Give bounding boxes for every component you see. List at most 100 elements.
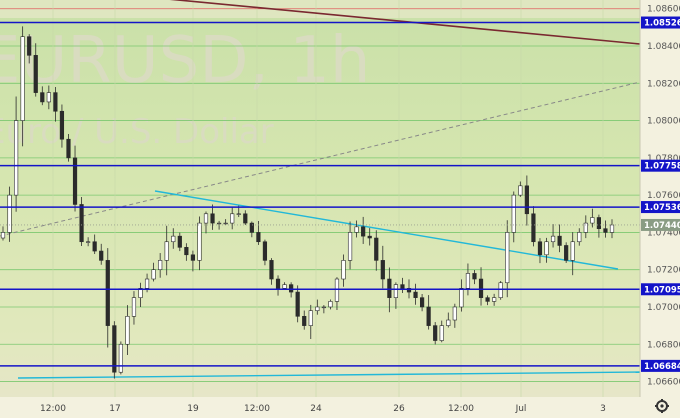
price-level-badge (641, 159, 680, 172)
time-tick-label: 12:00 (244, 404, 270, 414)
candle-body (197, 222, 202, 261)
candle-body (347, 232, 353, 261)
candle-body (40, 92, 45, 103)
candle-body (596, 217, 602, 229)
candle-body (374, 237, 379, 261)
candle-body (446, 319, 451, 326)
candle-body (577, 232, 582, 243)
candle-body (439, 325, 444, 341)
candle-body (590, 217, 595, 224)
candle-body (7, 194, 12, 233)
candle-body (144, 278, 150, 289)
candle-body (13, 120, 19, 196)
time-tick-label: 12:00 (40, 404, 66, 414)
time-tick-label: 26 (393, 404, 405, 414)
price-level-label: 1.08526 (644, 19, 680, 29)
candle-body (433, 325, 438, 341)
price-tick-label: 1.07800 (647, 154, 680, 164)
support-trendline-dashed (0, 81, 641, 237)
candle-body (583, 222, 588, 233)
price-level-label: 1.07758 (644, 162, 680, 172)
candle-body (112, 325, 117, 373)
candle-body (86, 241, 91, 243)
candle-body (282, 284, 287, 289)
candle-body (367, 235, 372, 239)
resistance-trendline (169, 0, 641, 45)
candle-body (33, 55, 38, 93)
price-level-badge (641, 201, 680, 214)
candle-body (537, 241, 543, 256)
current-price-badge (641, 218, 680, 231)
candle-body (138, 288, 143, 298)
candle-body (308, 310, 313, 326)
candlestick-series (0, 26, 615, 379)
price-level-badge (641, 283, 680, 296)
candle-body (452, 306, 457, 321)
candle-body (505, 232, 510, 284)
candle-body (557, 235, 562, 246)
candle-body (550, 235, 556, 243)
candle-body (46, 92, 51, 103)
candle-body (315, 306, 320, 312)
candle-body (256, 232, 261, 243)
candle-body (341, 260, 346, 280)
bottom-trendline (17, 371, 641, 379)
price-tick-label: 1.06800 (647, 340, 680, 350)
price-level-label: 1.07095 (644, 285, 680, 295)
plot-background (0, 0, 640, 397)
candle-body (295, 291, 300, 317)
price-tick-label: 1.07600 (647, 191, 680, 201)
candle-body (419, 297, 425, 308)
candle-body (66, 138, 71, 159)
candle-body (603, 228, 608, 233)
price-level-badge (641, 16, 680, 29)
candle-body (125, 316, 130, 345)
candle-body (72, 157, 78, 205)
candle-body (20, 36, 25, 121)
candle-body (92, 241, 97, 252)
price-level-badge (641, 359, 680, 372)
candle-body (609, 224, 615, 233)
vertical-grid (52, 0, 604, 397)
candle-body (53, 92, 58, 112)
candle-body (0, 232, 6, 239)
candle-body (492, 297, 497, 302)
price-tick-label: 1.07400 (647, 228, 680, 238)
candle-body (177, 235, 182, 248)
price-level-labels: 1.08526 1.07758 1.07536 1.07095 1.06684 1.074… (641, 16, 680, 372)
candle-body (413, 291, 418, 298)
candle-body (478, 278, 484, 298)
candle-body (230, 213, 235, 224)
candle-body (485, 297, 490, 302)
candle-body (524, 185, 529, 215)
candle-body (472, 273, 477, 280)
settings-icon[interactable] (655, 399, 669, 413)
candle-body (236, 213, 241, 215)
time-tick-label: 12:00 (448, 404, 474, 414)
candle-body (164, 241, 169, 261)
candle-body (262, 241, 268, 261)
candle-body (79, 204, 84, 243)
price-tick-label: 1.07000 (647, 303, 680, 313)
time-tick-label: 3 (600, 404, 606, 414)
price-level-label: 1.07536 (644, 203, 680, 213)
candle-body (400, 284, 405, 289)
candle-body (223, 222, 228, 225)
time-tick-label: 24 (310, 404, 322, 414)
candle-body (59, 110, 65, 140)
candle-body (511, 194, 516, 233)
price-tick-label: 1.08400 (647, 42, 680, 52)
candle-body (275, 278, 281, 289)
candle-body (518, 185, 523, 196)
candle-body (459, 288, 464, 308)
price-tick-label: 1.08000 (647, 117, 680, 127)
price-level-label: 1.06684 (644, 362, 680, 372)
candle-body (387, 278, 392, 298)
candle-body (393, 284, 399, 298)
candle-body (361, 226, 366, 237)
candle-body (289, 284, 294, 293)
candle-body (269, 260, 274, 280)
time-tick-label: Jul (515, 404, 527, 414)
price-tick-label: 1.08200 (647, 79, 680, 89)
